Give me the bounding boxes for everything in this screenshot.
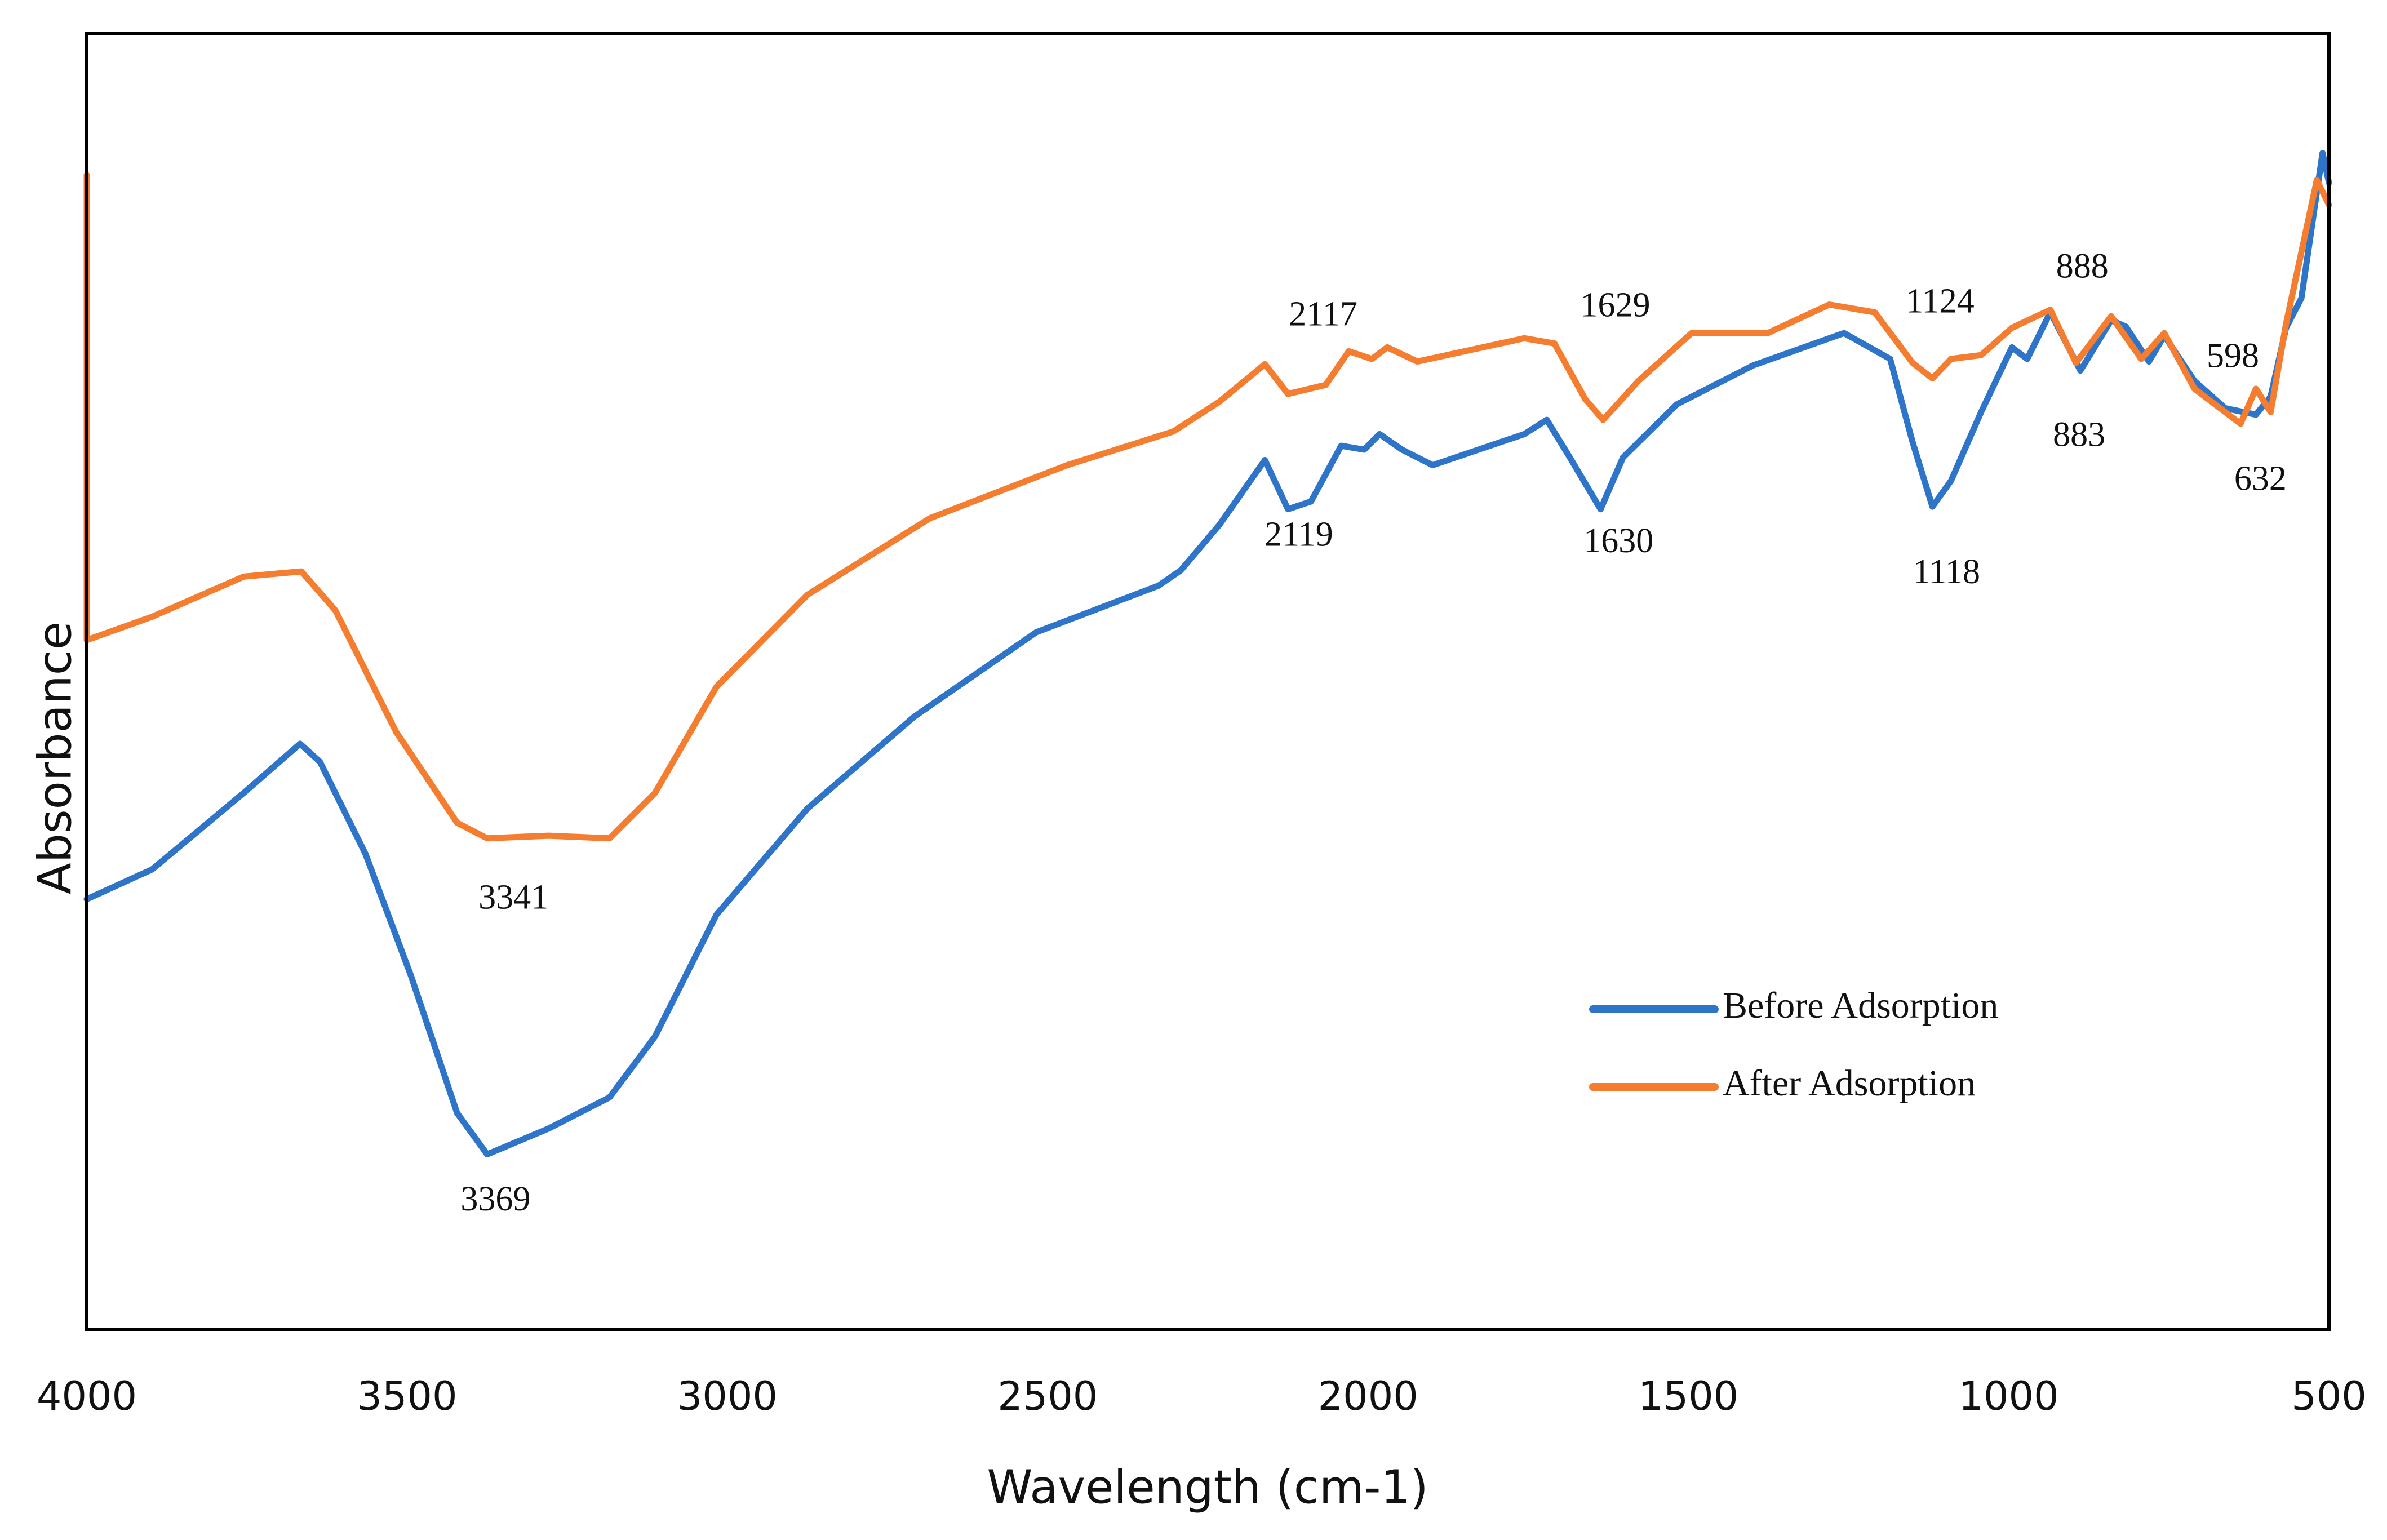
peak-label: 1118 [1913,553,1980,591]
peak-label: 2119 [1265,516,1333,554]
peak-label: 632 [2234,460,2287,498]
y-axis-title: Absorbance [28,622,82,895]
spectrum-line [83,172,2332,842]
peak-label: 883 [2053,416,2105,454]
legend-label: After Adsorption [1723,1063,1976,1104]
x-tick-label: 4000 [37,1373,137,1419]
x-tick-label: 2000 [1318,1373,1418,1419]
peak-label: 598 [2207,336,2259,375]
x-tick-label: 500 [2291,1373,2367,1419]
peak-label: 888 [2056,247,2109,286]
x-tick-label: 3000 [677,1373,778,1419]
peak-label: 1629 [1581,286,1651,325]
x-axis-title: Wavelength (cm-1) [987,1461,1428,1514]
x-tick-label: 1000 [1958,1373,2058,1419]
peak-label: 3341 [478,878,548,916]
plot-frame [85,32,2331,1331]
peak-label: 2117 [1289,295,1357,334]
x-tick-label: 2500 [997,1373,1098,1419]
x-tick-label: 3500 [357,1373,457,1419]
legend-label: Before Adsorption [1723,985,1998,1026]
peak-label: 1630 [1583,522,1653,560]
peak-label: 1124 [1906,282,1975,321]
x-tick-label: 1500 [1638,1373,1738,1419]
peak-label: 3369 [460,1180,530,1218]
